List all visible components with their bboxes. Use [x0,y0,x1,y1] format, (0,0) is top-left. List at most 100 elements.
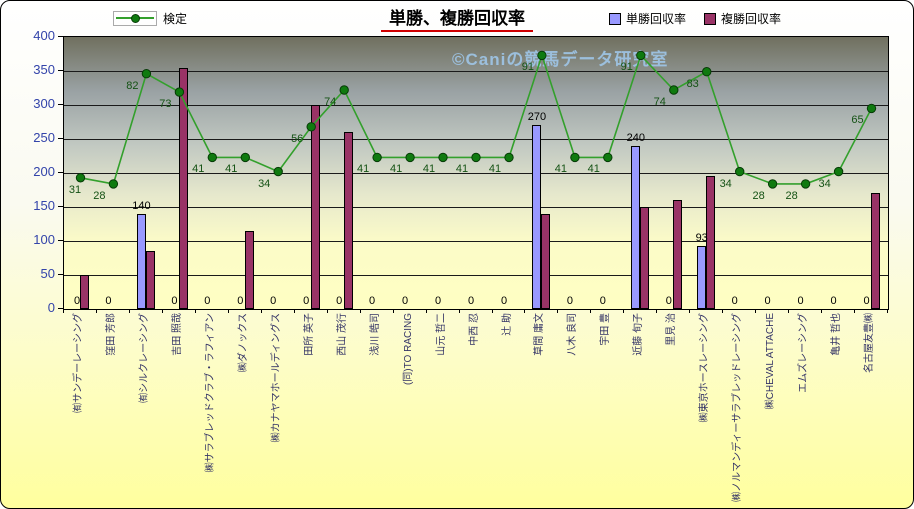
y-axis-label: 400 [33,28,55,43]
kentei-value-label: 41 [554,163,568,176]
category-label: ㈱東京ホースレーシング [689,313,722,505]
bar-fukusho [310,105,320,309]
category-label-text: ㈲シルクレーシング [138,313,150,403]
bar-tansho [631,145,641,309]
y-axis-label: 100 [33,232,55,247]
bar-fukusho [871,193,880,309]
category-label: 宇田 豊 [590,313,623,505]
category-label: 田所 英子 [294,313,327,505]
kentei-value-label: 31 [68,183,82,196]
legend-kentei-label: 検定 [163,12,188,26]
category-label: ㈱カナヤマホールディングス [261,313,294,505]
category-label-text: エムズレーシング [798,313,810,393]
gridline [64,71,888,72]
legend-item-tansho: 単勝回収率 [609,10,686,27]
gridline [64,105,888,106]
category-label-text: 宇田 豊 [600,313,612,346]
kentei-marker [603,152,613,163]
x-axis-tick [623,309,625,313]
category-label-text: 名古屋友豊㈱ [864,313,875,373]
category-label: 吉田 照哉 [162,313,195,505]
tansho-value-label: 0 [204,295,211,307]
kentei-marker [141,69,152,79]
tansho-value-label: 0 [764,295,771,307]
x-axis-tick [63,309,64,313]
category-label: 亀井 哲也 [821,313,854,505]
kentei-value-label: 41 [356,163,370,176]
tansho-value-label: 0 [665,295,672,307]
kentei-value-label: 91 [620,61,633,74]
kentei-value-label: 41 [587,163,600,176]
x-axis-tick [854,309,855,313]
category-label-text: ㈱ノルマンディーサラブレッドレーシング [732,313,744,502]
tansho-value-label: 240 [626,131,645,144]
watermark: ©Caniの競馬データ研究室 [452,50,669,69]
tansho-value-label: 0 [599,295,606,307]
x-axis-tick [788,309,790,313]
gridline [64,173,888,174]
tansho-value-label: 0 [797,295,804,307]
category-label-text: 辻 助 [501,313,513,336]
y-axis-tick [58,240,63,241]
y-axis-label: 150 [33,198,55,213]
x-axis-tick [161,309,163,313]
chart-title-row: 単勝、複勝回収率 [1,4,913,32]
kentei-value-label: 74 [324,96,337,108]
kentei-value-label: 74 [653,96,666,108]
y-axis-tick [58,172,63,173]
category-label-text: ㈱カナヤマホールディングス [270,313,282,443]
x-axis-tick [656,309,658,313]
kentei-marker [75,173,86,183]
category-label: 辻 助 [492,313,525,505]
y-axis-label: 200 [33,164,55,179]
kentei-value-label: 28 [93,189,106,202]
kentei-marker [339,85,349,95]
tansho-value-label: 140 [132,199,151,212]
kentei-value-label: 65 [851,114,864,127]
category-label-text: 浅川 皓司 [369,313,381,356]
category-label: 西山 茂行 [327,313,360,505]
tansho-value-label: 0 [402,295,409,307]
kentei-marker [767,179,778,189]
kentei-marker [866,103,877,114]
tansho-value-label: 0 [566,295,573,307]
kentei-value-label: 28 [752,189,765,202]
kentei-marker [833,166,844,177]
gridline [64,139,888,140]
x-axis-tick [128,309,130,313]
kentei-marker [306,122,316,132]
kentei-marker [438,152,448,163]
kentei-marker [570,152,580,163]
category-label: エムズレーシング [788,313,821,505]
gridline [64,275,888,276]
kentei-value-label: 41 [192,163,205,176]
category-label: 近藤 旬子 [623,313,656,505]
category-label-text: ㈱ダノックス [237,313,249,373]
kentei-marker [669,85,679,95]
category-label: 里見 治 [656,313,689,505]
x-axis-tick [557,309,559,313]
tansho-value-label: 0 [105,295,112,307]
kentei-value-label: 83 [686,77,699,90]
category-label: 浅川 皓司 [360,313,393,505]
kentei-marker [405,152,415,163]
category-label: (同)TO RACING [393,313,426,505]
x-axis-tick [293,309,295,313]
category-label: ㈲シルクレーシング [129,313,162,505]
fukusho-swatch-icon [704,12,717,25]
x-axis-tick [722,309,724,313]
tansho-value-label: 0 [500,295,508,307]
bar-fukusho [673,200,683,309]
category-label-text: 西山 茂行 [336,313,348,356]
x-axis-tick [227,309,229,313]
kentei-marker [537,50,547,61]
bar-fukusho [640,207,650,309]
y-axis-label: 0 [47,300,55,315]
legend-kentei: 検定 [113,10,187,27]
tansho-value-label: 0 [731,295,738,307]
tansho-value-label: 0 [73,295,81,307]
kentei-marker-icon [131,14,140,23]
tansho-value-label: 270 [527,111,547,124]
tansho-value-label: 0 [237,295,244,307]
x-axis-tick [689,309,691,313]
